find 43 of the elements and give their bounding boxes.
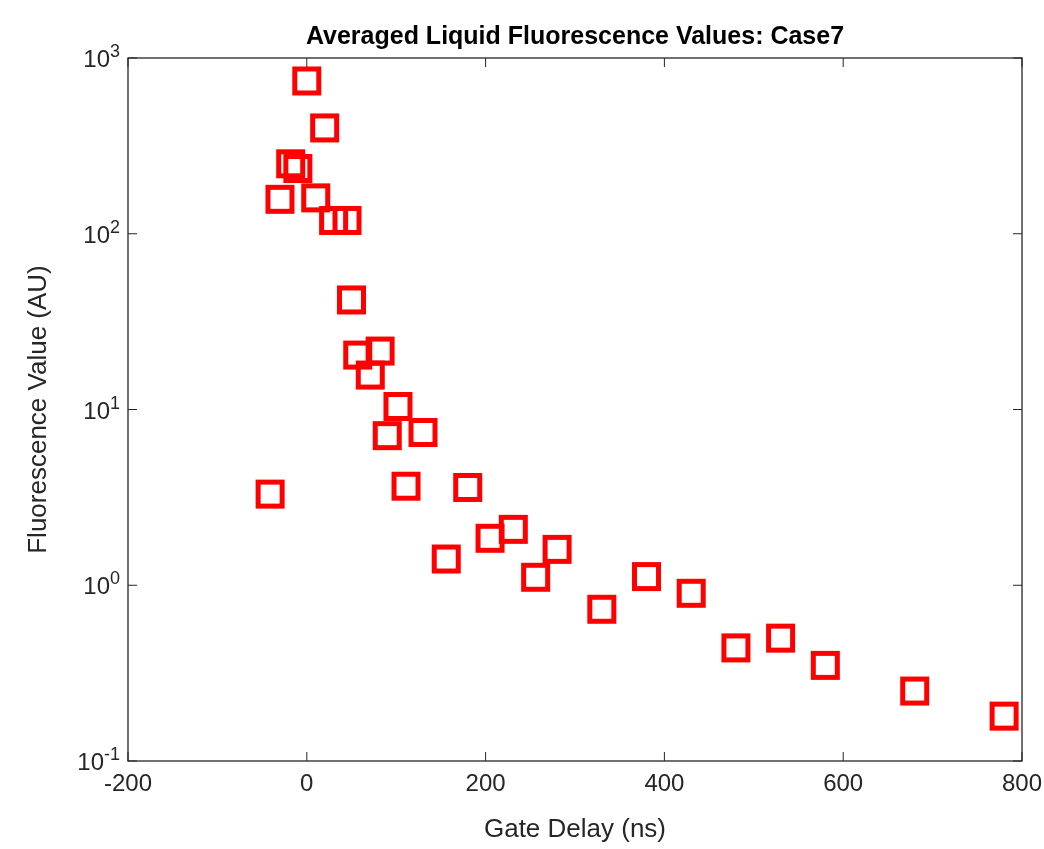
point <box>283 154 313 184</box>
point <box>255 479 285 509</box>
x-tick-label: 600 <box>823 769 864 796</box>
point <box>265 184 295 214</box>
y-axis-title: Fluorescence Value (AU) <box>22 265 52 554</box>
x-tick-label: 400 <box>644 769 685 796</box>
point <box>587 594 617 624</box>
point <box>343 340 373 370</box>
point <box>310 113 340 143</box>
point <box>521 562 551 592</box>
point <box>453 472 483 502</box>
point <box>475 523 505 553</box>
x-axis-title: Gate Delay (ns) <box>483 813 667 843</box>
point <box>632 562 662 592</box>
y-tick-label: 10$^{1}$ <box>83 392 120 424</box>
y-tick-label: 10$^{2}$ <box>83 216 120 248</box>
point <box>276 149 306 179</box>
point <box>332 205 362 235</box>
point <box>319 205 349 235</box>
point <box>383 392 413 422</box>
point <box>391 471 421 501</box>
chart-title: Averaged Liquid Fluorescence Values: Case7 <box>305 21 845 49</box>
point <box>810 650 840 680</box>
point <box>337 285 366 315</box>
point <box>365 336 395 366</box>
point <box>372 421 402 451</box>
point <box>355 360 385 390</box>
point <box>900 676 930 706</box>
point <box>676 578 706 608</box>
x-tick-label: 800 <box>1001 769 1043 796</box>
point <box>292 66 322 96</box>
point <box>989 701 1019 731</box>
x-tick-label: 200 <box>465 769 506 796</box>
point <box>766 623 796 653</box>
x-tick-label: 0 <box>300 769 314 796</box>
point <box>498 514 528 544</box>
point <box>431 544 461 574</box>
point <box>721 633 751 663</box>
point <box>301 183 331 213</box>
y-tick-label: 10$^{3}$ <box>83 41 120 72</box>
point <box>408 417 438 447</box>
y-tick-label: 10$^{0}$ <box>83 568 120 600</box>
point <box>542 534 572 564</box>
